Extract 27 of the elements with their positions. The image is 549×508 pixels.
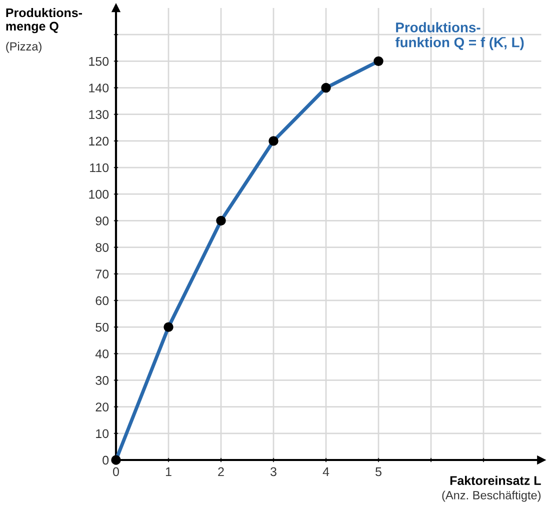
x-tick-label: 3 [270,467,276,476]
text: (Anz. Beschäftigte) [442,490,541,502]
y-axis-title: Produktions- menge Q [6,8,82,34]
x-tick-label: 2 [218,467,224,476]
x-tick-label: 4 [322,467,330,476]
series-label: Produktions- funktion Q = f (K̄, L) [395,22,524,50]
x-tick-label: 1 [166,467,172,476]
x-axis-title: Faktoreinsatz L [450,476,541,485]
y-tick-label: 120 [89,136,109,146]
y-tick-label: 30 [96,376,109,385]
y-tick-label: 70 [96,270,109,279]
y-tick-label: 60 [96,296,109,306]
x-tick-label: 5 [376,467,382,476]
y-tick-label: 0 [102,456,109,465]
y-tick-label: 110 [90,163,109,172]
y-tick-label: 130 [89,110,109,120]
text: (Pizza) [6,42,42,53]
y-tick-label: 80 [96,243,109,252]
y-tick-label: 40 [95,349,109,358]
y-tick-label: 90 [96,216,109,226]
y-tick-label: 100 [89,190,109,199]
y-tick-label: 50 [96,322,109,332]
x-tick-label: 0 [113,467,119,476]
y-tick-label: 10 [96,429,109,438]
y-tick-label: 140 [89,84,109,92]
y-tick-label: 150 [89,56,109,66]
y-tick-label: 20 [96,402,109,412]
